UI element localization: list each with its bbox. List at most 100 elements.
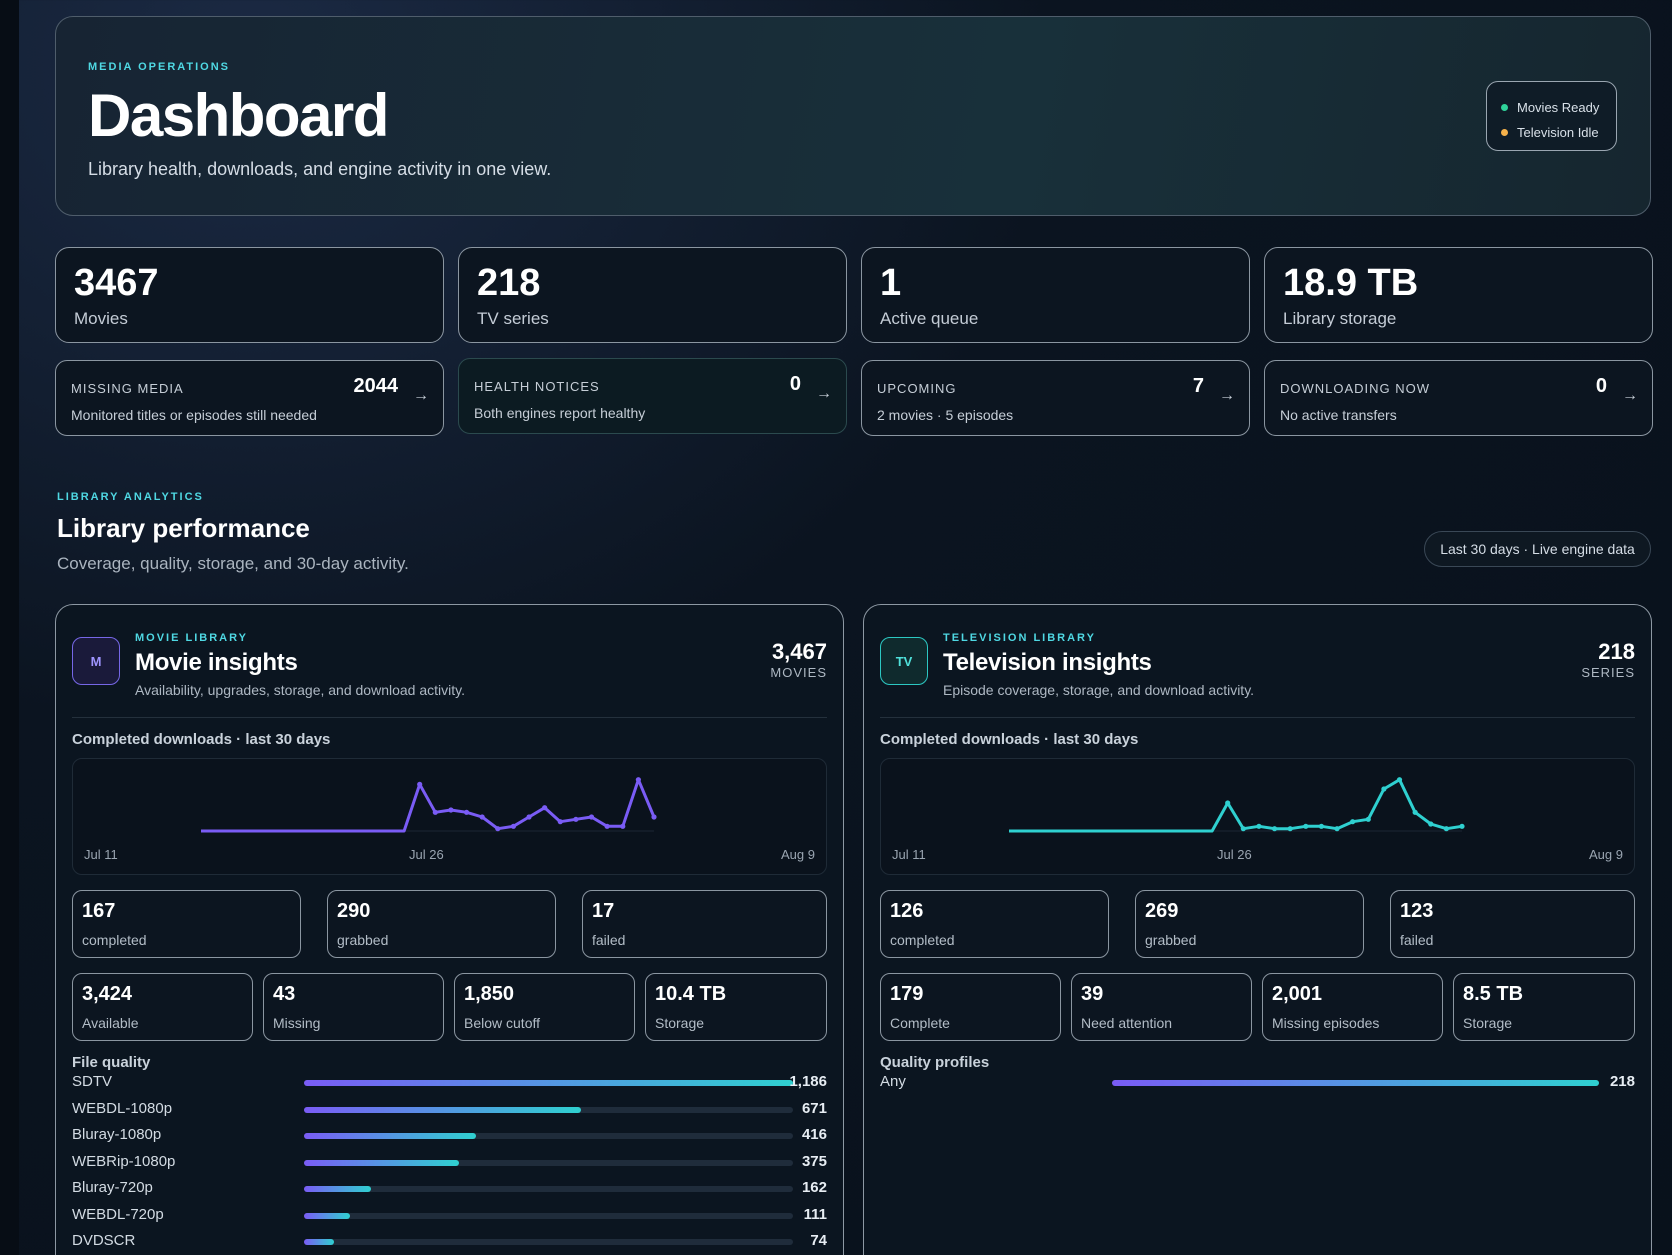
metric-value: 167 bbox=[82, 900, 116, 922]
notice-health[interactable]: HEALTH NOTICES Both engines report healt… bbox=[458, 358, 847, 434]
television-insights-panel: TV TELEVISION LIBRARY Television insight… bbox=[863, 604, 1652, 1255]
data-point bbox=[1350, 819, 1356, 825]
notice-downloading[interactable]: DOWNLOADING NOW No active transfers 0 → bbox=[1264, 360, 1653, 436]
panel-title: Television insights bbox=[943, 649, 1152, 676]
stat-card-movies: 3467 Movies bbox=[55, 247, 444, 343]
data-point bbox=[635, 777, 641, 783]
metric-value: 123 bbox=[1400, 900, 1434, 922]
data-point bbox=[1318, 823, 1325, 829]
panel-eyebrow: MOVIE LIBRARY bbox=[135, 632, 248, 644]
stat-value: 218 bbox=[477, 262, 541, 304]
quality-value: 111 bbox=[803, 1205, 827, 1223]
status-movies: Movies Ready bbox=[1501, 95, 1616, 120]
data-point bbox=[1381, 786, 1387, 792]
data-point bbox=[1287, 826, 1293, 832]
quality-name: WEBDL-1080p bbox=[72, 1099, 173, 1117]
metric-label: failed bbox=[1400, 932, 1434, 948]
data-point bbox=[588, 814, 595, 820]
series-line bbox=[201, 778, 656, 833]
data-point bbox=[1271, 826, 1278, 832]
quality-bar-fill bbox=[304, 1212, 350, 1219]
metric-missing: 43 Missing bbox=[263, 973, 444, 1041]
downloads-chart: Jul 11 Jul 26 Aug 9 bbox=[880, 758, 1635, 875]
downloads-chart: Jul 11 Jul 26 Aug 9 bbox=[72, 758, 827, 875]
quality-bar-track bbox=[304, 1212, 793, 1219]
notice-title: DOWNLOADING NOW bbox=[1280, 381, 1431, 396]
metric-completed: 167 completed bbox=[72, 890, 301, 958]
engine-status: Movies Ready Television Idle bbox=[1486, 81, 1617, 151]
metric-value: 269 bbox=[1145, 900, 1179, 922]
data-point bbox=[1365, 816, 1371, 822]
metric-need-attention: 39 Need attention bbox=[1071, 973, 1252, 1041]
page-title: Dashboard bbox=[88, 82, 389, 149]
panel-eyebrow: TELEVISION LIBRARY bbox=[943, 632, 1096, 644]
data-point bbox=[526, 814, 532, 820]
metric-label: Storage bbox=[1463, 1015, 1513, 1031]
notice-value: 0 bbox=[1595, 375, 1607, 397]
data-point bbox=[1428, 821, 1434, 827]
x-tick: Jul 26 bbox=[1217, 847, 1252, 862]
stat-card-active-queue: 1 Active queue bbox=[861, 247, 1250, 343]
quality-bar-track bbox=[304, 1106, 793, 1113]
chart-title: Completed downloads · last 30 days bbox=[72, 731, 331, 748]
status-dot-icon bbox=[1501, 104, 1508, 111]
metric-grabbed: 269 grabbed bbox=[1135, 890, 1364, 958]
line-chart bbox=[201, 777, 657, 833]
data-point bbox=[1303, 823, 1309, 829]
metric-label: Need attention bbox=[1081, 1015, 1173, 1031]
data-point bbox=[1225, 800, 1231, 806]
notice-desc: 2 movies · 5 episodes bbox=[877, 407, 1014, 423]
notice-upcoming[interactable]: UPCOMING 2 movies · 5 episodes 7 → bbox=[861, 360, 1250, 436]
data-point bbox=[573, 816, 579, 822]
metric-label: Below cutoff bbox=[464, 1015, 541, 1031]
panel-count-label: MOVIES bbox=[770, 665, 827, 680]
panel-subtitle: Episode coverage, storage, and download … bbox=[943, 682, 1255, 698]
page: MEDIA OPERATIONS Dashboard Library healt… bbox=[55, 16, 1653, 1255]
status-television: Television Idle bbox=[1501, 120, 1616, 145]
x-tick: Aug 9 bbox=[1589, 847, 1623, 862]
data-point bbox=[448, 807, 454, 813]
hero-header: MEDIA OPERATIONS Dashboard Library healt… bbox=[55, 16, 1651, 216]
quality-value: 162 bbox=[801, 1179, 827, 1196]
data-point bbox=[417, 781, 423, 787]
metric-value: 2,001 bbox=[1272, 983, 1323, 1005]
library-analytics: LIBRARY ANALYTICS Library performance Co… bbox=[57, 491, 1651, 574]
quality-value: 375 bbox=[801, 1152, 827, 1170]
stat-card-tv-series: 218 TV series bbox=[458, 247, 847, 343]
movie-badge: M bbox=[72, 637, 120, 685]
metric-label: grabbed bbox=[1145, 932, 1197, 948]
notice-missing-media[interactable]: MISSING MEDIA Monitored titles or episod… bbox=[55, 360, 444, 436]
quality-name: DVDSCR bbox=[72, 1232, 136, 1249]
metric-label: completed bbox=[890, 932, 955, 948]
arrow-right-icon: → bbox=[816, 385, 832, 402]
x-tick: Aug 9 bbox=[781, 847, 815, 862]
quality-row: WEBDL-1080p 671 bbox=[72, 1100, 827, 1120]
metric-label: failed bbox=[592, 932, 626, 948]
divider bbox=[72, 717, 827, 718]
x-tick: Jul 26 bbox=[409, 847, 444, 862]
notice-title: MISSING MEDIA bbox=[71, 381, 184, 396]
quality-row: Bluray-1080p 416 bbox=[72, 1126, 827, 1146]
quality-title: Quality profiles bbox=[880, 1054, 990, 1071]
metric-failed: 123 failed bbox=[1390, 890, 1635, 958]
metric-value: 3,424 bbox=[82, 983, 133, 1005]
tv-badge: TV bbox=[880, 637, 928, 685]
metric-missing-episodes: 2,001 Missing episodes bbox=[1262, 973, 1443, 1041]
stat-card-library-storage: 18.9 TB Library storage bbox=[1264, 247, 1653, 343]
quality-row: Any 218 bbox=[880, 1073, 1635, 1093]
quality-bar-fill bbox=[304, 1080, 793, 1086]
metric-value: 43 bbox=[273, 983, 296, 1005]
range-pill[interactable]: Last 30 days · Live engine data bbox=[1424, 531, 1651, 567]
quality-bar-fill bbox=[304, 1133, 476, 1139]
analytics-subtitle: Coverage, quality, storage, and 30-day a… bbox=[57, 554, 409, 573]
data-point bbox=[432, 809, 438, 815]
quality-bar-fill bbox=[304, 1239, 335, 1245]
stat-value: 3467 bbox=[74, 262, 159, 304]
metric-available: 3,424 Available bbox=[72, 973, 253, 1041]
arrow-right-icon: → bbox=[1622, 387, 1638, 404]
stat-value: 18.9 TB bbox=[1283, 262, 1419, 304]
metric-below-cutoff: 1,850 Below cutoff bbox=[454, 973, 635, 1041]
quality-bar-track bbox=[304, 1133, 793, 1139]
data-point bbox=[557, 819, 563, 825]
metric-grabbed: 290 grabbed bbox=[327, 890, 556, 958]
